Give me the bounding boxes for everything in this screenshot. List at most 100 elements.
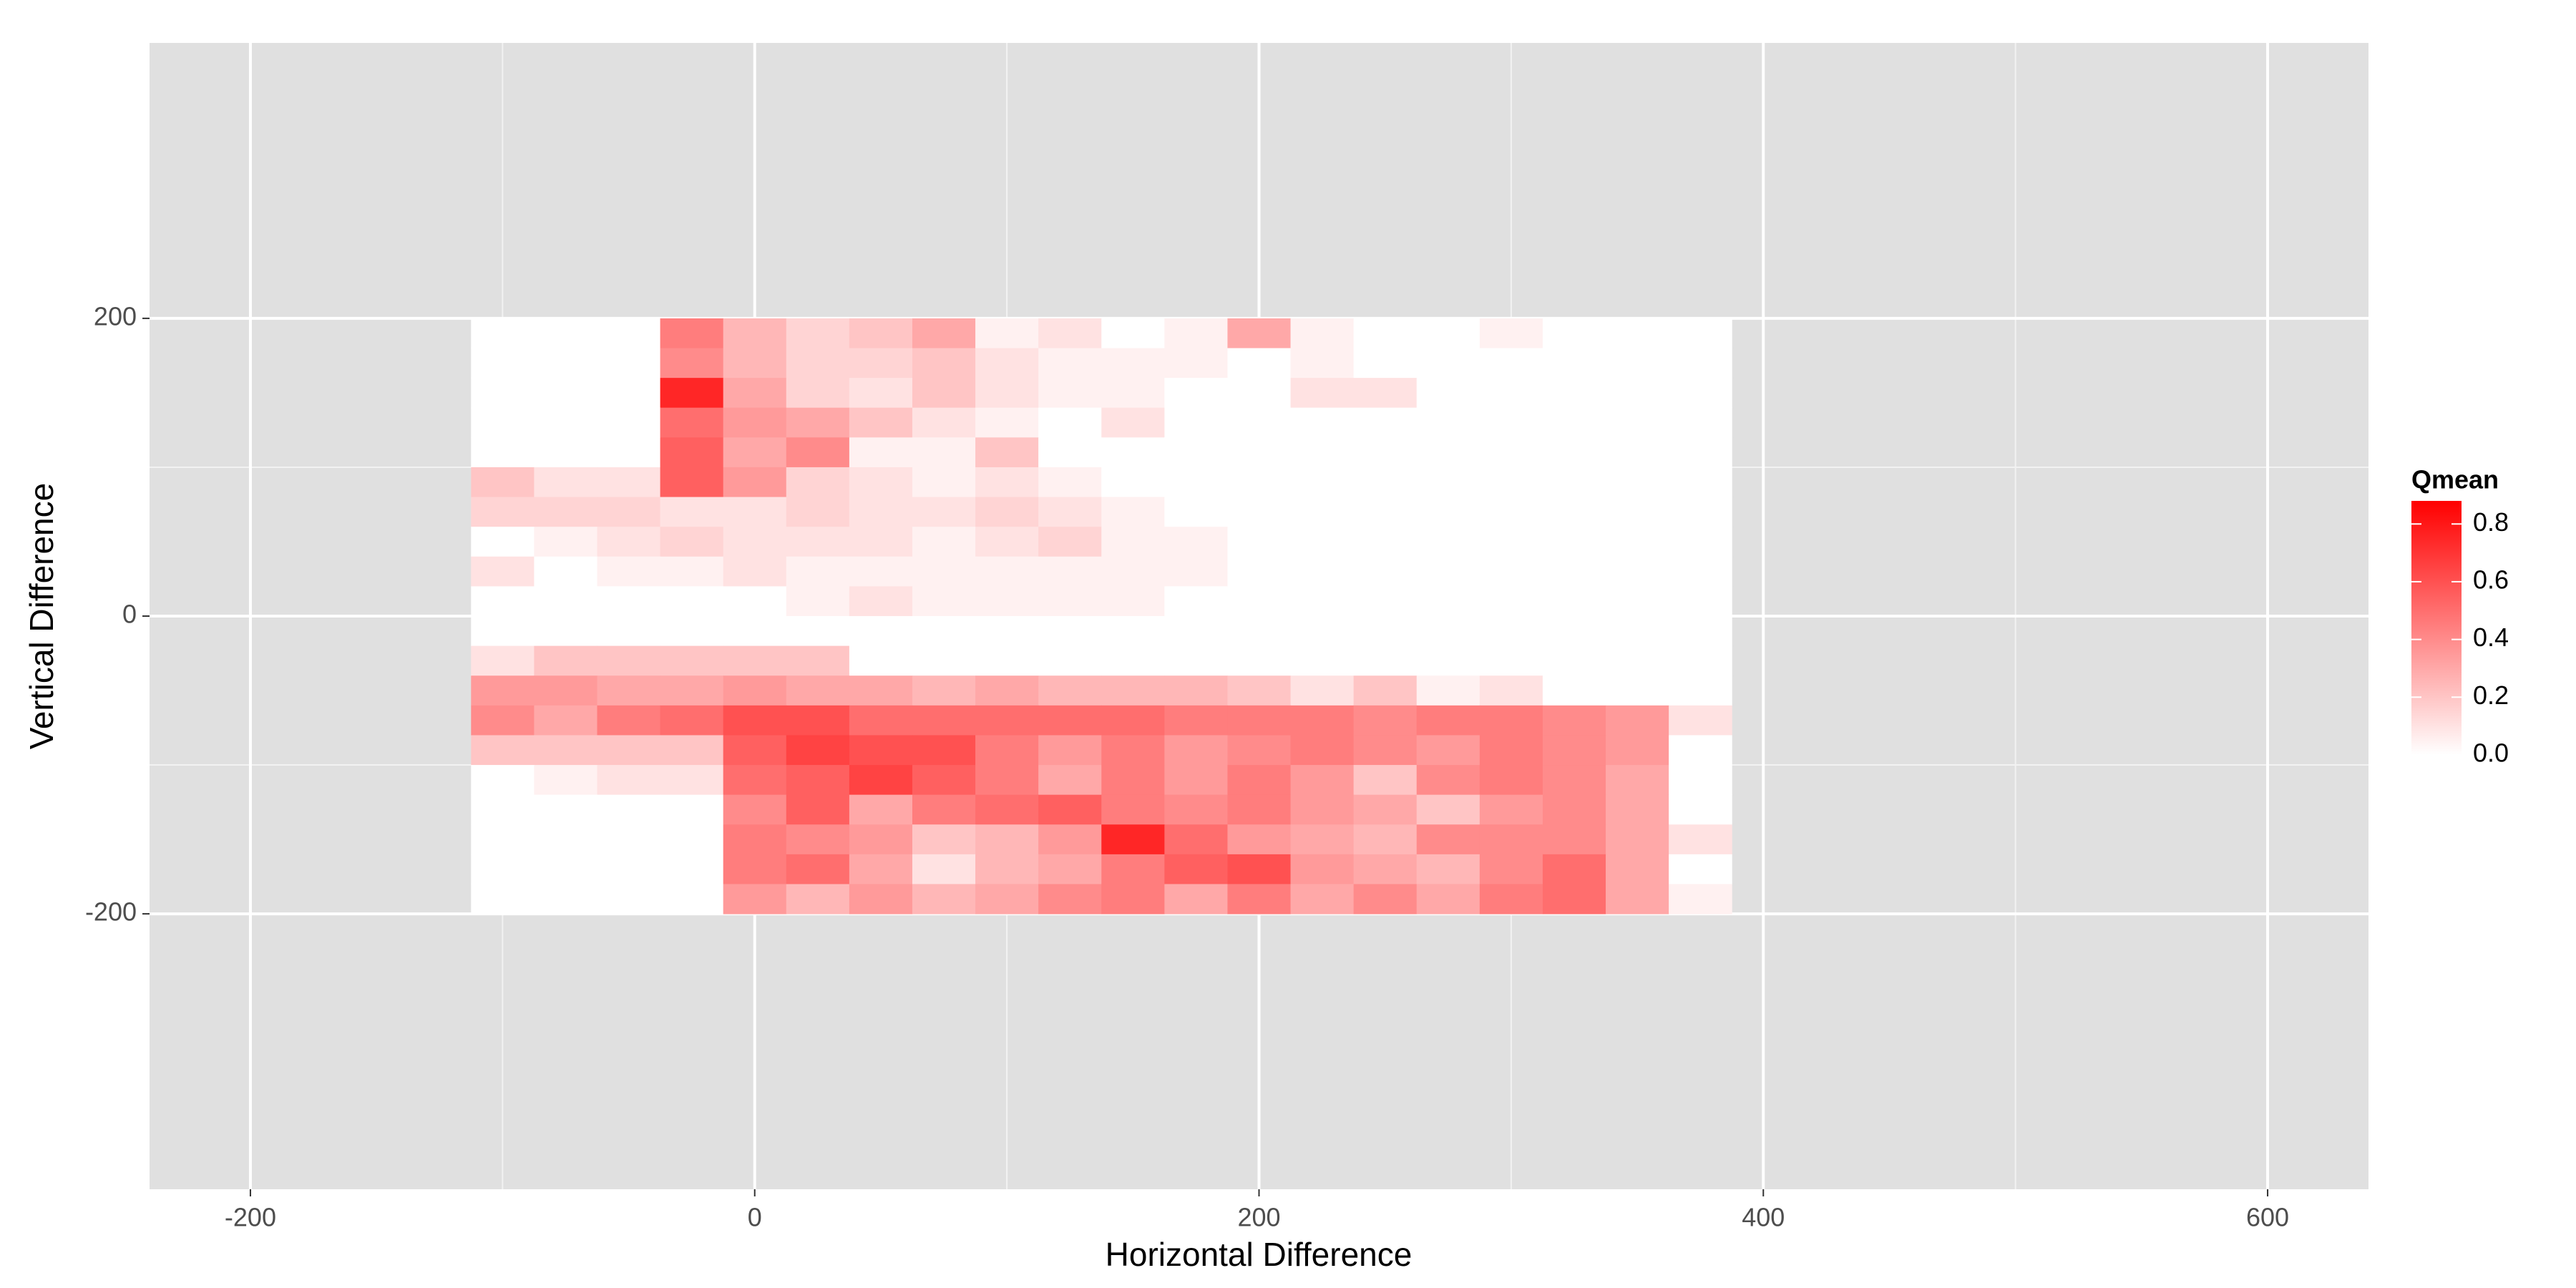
heatmap-cell (534, 497, 597, 527)
heatmap-cell (471, 318, 535, 349)
heatmap-cell (1290, 824, 1355, 855)
heatmap-cell (1227, 675, 1292, 706)
heatmap-cell (1479, 765, 1543, 796)
heatmap-cell (975, 794, 1039, 825)
heatmap-cell (660, 794, 724, 825)
heatmap-cell (1416, 854, 1480, 884)
heatmap-cell (1416, 705, 1480, 736)
heatmap-cell (597, 705, 661, 736)
heatmap-cell (1669, 794, 1732, 825)
heatmap-cell (1290, 854, 1355, 884)
heatmap-cell (471, 586, 535, 617)
heatmap-cell (534, 824, 597, 855)
heatmap-cell (1479, 378, 1543, 409)
heatmap-cell (1164, 675, 1228, 706)
heatmap-cell (1353, 407, 1418, 438)
heatmap-cell (471, 378, 535, 409)
heatmap-cell (1227, 378, 1292, 409)
heatmap-cell (912, 675, 976, 706)
heatmap-cell (849, 765, 913, 796)
heatmap-cell (471, 348, 535, 379)
heatmap-cell (1290, 467, 1355, 498)
heatmap-cell (1290, 616, 1355, 647)
heatmap-cell (975, 854, 1039, 884)
heatmap-cell (1606, 556, 1669, 587)
heatmap-cell (1038, 318, 1102, 349)
heatmap-cell (1101, 437, 1165, 468)
heatmap-cell (1290, 318, 1355, 349)
heatmap-cell (1227, 616, 1292, 647)
heatmap-cell (849, 884, 913, 914)
heatmap-cell (912, 556, 976, 587)
heatmap-cell (1038, 407, 1102, 438)
heatmap-cell (975, 705, 1039, 736)
heatmap-cell (849, 854, 913, 884)
heatmap-cell (471, 616, 535, 647)
heatmap-cell (534, 437, 597, 468)
heatmap-cell (849, 645, 913, 676)
heatmap-cell (912, 884, 976, 914)
heatmap-cell (1479, 437, 1543, 468)
heatmap-cell (912, 616, 976, 647)
heatmap-cell (849, 824, 913, 855)
heatmap-cell (1542, 586, 1606, 617)
heatmap-cell (1038, 556, 1102, 587)
heatmap-cell (597, 556, 661, 587)
heatmap-cell (534, 645, 597, 676)
heatmap-cell (1416, 765, 1480, 796)
heatmap-cell (849, 407, 913, 438)
heatmap-cell (1542, 497, 1606, 527)
heatmap-cell (1164, 437, 1228, 468)
heatmap-cell (1669, 318, 1732, 349)
heatmap-cell (1606, 884, 1669, 914)
heatmap-cell (786, 824, 850, 855)
heatmap-cell (660, 556, 724, 587)
heatmap-cell (1542, 794, 1606, 825)
heatmap-cell (1290, 407, 1355, 438)
heatmap-cell (975, 437, 1039, 468)
heatmap-cell (471, 824, 535, 855)
heatmap-cell (1669, 348, 1732, 379)
heatmap-cell (534, 378, 597, 409)
heatmap-cell (1669, 824, 1732, 855)
heatmap-cell (1227, 467, 1292, 498)
heatmap-cell (723, 616, 787, 647)
heatmap-cell (1038, 675, 1102, 706)
heatmap-cell (912, 467, 976, 498)
heatmap-cell (1416, 348, 1480, 379)
heatmap-cell (723, 378, 787, 409)
heatmap-cell (1353, 586, 1418, 617)
heatmap-cell (471, 705, 535, 736)
heatmap-cell (597, 497, 661, 527)
heatmap-cell (1227, 645, 1292, 676)
heatmap-cell (597, 735, 661, 766)
heatmap-cell (1101, 765, 1165, 796)
heatmap-cell (1606, 616, 1669, 647)
heatmap-cell (1290, 527, 1355, 557)
heatmap-cell (1606, 437, 1669, 468)
heatmap-cell (1290, 586, 1355, 617)
heatmap-cell (534, 407, 597, 438)
heatmap-cell (975, 765, 1039, 796)
heatmap-cell (1353, 765, 1418, 796)
heatmap-cell (912, 318, 976, 349)
heatmap-cell (1353, 824, 1418, 855)
heatmap-cell (1101, 705, 1165, 736)
heatmap-cell (723, 735, 787, 766)
heatmap-cell (597, 527, 661, 557)
heatmap-cell (786, 407, 850, 438)
heatmap-cell (597, 348, 661, 379)
heatmap-cell (1606, 497, 1669, 527)
heatmap-cell (1038, 348, 1102, 379)
heatmap-cell (1164, 556, 1228, 587)
heatmap-cell (849, 705, 913, 736)
heatmap-cell (1542, 735, 1606, 766)
heatmap-cell (1038, 765, 1102, 796)
heatmap-cell (1542, 556, 1606, 587)
heatmap-cell (1353, 497, 1418, 527)
heatmap-cell (597, 884, 661, 914)
heatmap-cell (660, 675, 724, 706)
heatmap-cell (975, 735, 1039, 766)
heatmap-cell (975, 556, 1039, 587)
x-tick-label: -200 (225, 1203, 276, 1232)
